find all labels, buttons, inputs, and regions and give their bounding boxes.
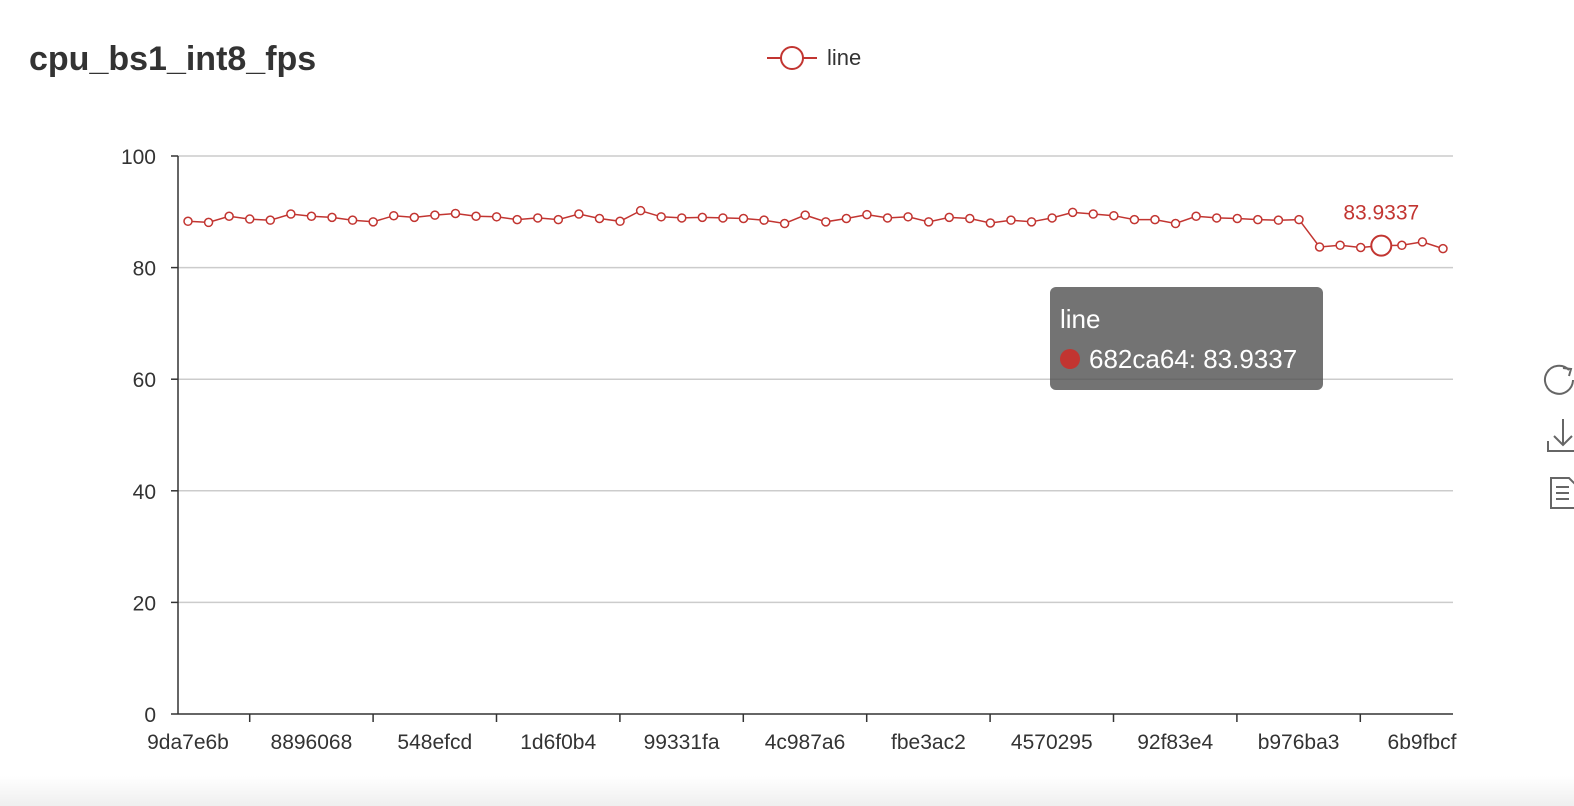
data-point xyxy=(1109,210,1119,221)
data-point xyxy=(738,213,749,224)
data-point xyxy=(1129,214,1140,225)
data-point xyxy=(677,213,687,223)
tooltip-value: 682ca64: 83.9337 xyxy=(1089,344,1298,374)
y-tick-label: 20 xyxy=(133,592,156,615)
x-tick-label: 6b9fbcf xyxy=(1388,731,1457,754)
data-point xyxy=(656,212,666,222)
data-point xyxy=(1232,213,1243,224)
data-point xyxy=(1006,215,1016,225)
data-point xyxy=(450,208,461,219)
y-tick-label: 40 xyxy=(133,481,156,504)
x-tick-label: 1d6f0b4 xyxy=(520,731,596,754)
y-tick-label: 60 xyxy=(133,369,156,392)
data-point xyxy=(821,217,831,227)
data-point xyxy=(923,217,934,227)
data-point xyxy=(574,209,584,219)
data-point xyxy=(553,214,564,225)
data-point xyxy=(430,210,440,220)
series-color-dot xyxy=(1060,349,1080,369)
data-point xyxy=(1253,214,1263,225)
data-point xyxy=(800,210,810,220)
legend-label: line xyxy=(827,45,862,70)
data-point xyxy=(533,213,543,223)
series-line[interactable]: 83.9337 xyxy=(183,202,1448,257)
data-point xyxy=(944,212,954,223)
data-point xyxy=(183,216,193,227)
x-tick-label: 92f83e4 xyxy=(1137,731,1213,754)
data-point xyxy=(985,218,996,228)
legend-item-line[interactable]: line xyxy=(767,44,861,72)
data-point xyxy=(1397,240,1407,251)
chart-title: cpu_bs1_int8_fps xyxy=(29,40,317,78)
data-point xyxy=(347,215,358,225)
data-point xyxy=(882,213,893,223)
data-point xyxy=(1438,243,1448,254)
data-point xyxy=(1335,240,1345,251)
data-point xyxy=(224,211,234,222)
data-point xyxy=(306,211,317,222)
data-point xyxy=(1417,237,1428,247)
data-point xyxy=(1026,217,1037,227)
data-point xyxy=(841,213,852,224)
data-point xyxy=(512,214,522,225)
data-point xyxy=(1067,207,1078,218)
data-point xyxy=(635,205,646,216)
data-point xyxy=(265,215,276,225)
data-point xyxy=(368,217,378,227)
data-point xyxy=(1191,211,1201,222)
highlighted-point xyxy=(1370,234,1393,257)
data-point xyxy=(903,212,913,222)
data-point xyxy=(1047,213,1057,223)
data-point xyxy=(594,213,605,224)
data-point xyxy=(1088,209,1098,219)
save-image-icon[interactable] xyxy=(1543,415,1574,455)
data-point xyxy=(697,212,708,223)
data-point xyxy=(615,216,625,227)
x-tick-label: fbe3ac2 xyxy=(891,731,966,754)
data-point xyxy=(244,214,255,224)
data-point xyxy=(409,212,420,223)
tooltip-title: line xyxy=(1060,304,1101,334)
data-point xyxy=(1294,214,1304,225)
x-tick-label: 9da7e6b xyxy=(147,731,229,754)
y-tick-label: 100 xyxy=(121,146,156,169)
chart-toolbox xyxy=(1543,360,1574,510)
x-tick-label: 4570295 xyxy=(1011,731,1093,754)
data-point xyxy=(388,210,399,221)
data-point xyxy=(286,209,296,219)
line-circle-marker-icon xyxy=(767,46,817,70)
data-point xyxy=(1273,215,1284,225)
data-point xyxy=(1314,242,1325,252)
x-tick-label: b976ba3 xyxy=(1258,731,1340,754)
data-point xyxy=(759,215,769,225)
data-point xyxy=(1355,242,1366,253)
data-view-icon[interactable] xyxy=(1543,472,1574,510)
x-tick-label: 4c987a6 xyxy=(765,731,846,754)
data-point xyxy=(327,212,337,223)
data-point xyxy=(1150,214,1160,225)
restore-icon[interactable] xyxy=(1543,360,1574,400)
data-point xyxy=(1211,213,1222,223)
y-tick-label: 80 xyxy=(133,258,156,281)
y-tick-label: 0 xyxy=(144,704,156,727)
data-point xyxy=(1170,218,1181,229)
data-point xyxy=(862,209,872,220)
tooltip: line 682ca64: 83.9337 xyxy=(1050,287,1323,390)
data-point xyxy=(491,212,502,222)
x-tick-label: 8896068 xyxy=(271,731,353,754)
data-point xyxy=(471,211,481,222)
x-tick-label: 99331fa xyxy=(644,731,720,754)
x-tick-label: 548efcd xyxy=(397,731,472,754)
data-point xyxy=(203,217,214,228)
highlighted-value-label: 83.9337 xyxy=(1343,202,1419,225)
data-point xyxy=(779,218,790,229)
data-point xyxy=(718,213,728,223)
axes: 0 20 40 60 80 100 9da7e6b 8896068 548efcd 1d6f0b4… xyxy=(121,146,1457,754)
data-point xyxy=(965,213,975,224)
